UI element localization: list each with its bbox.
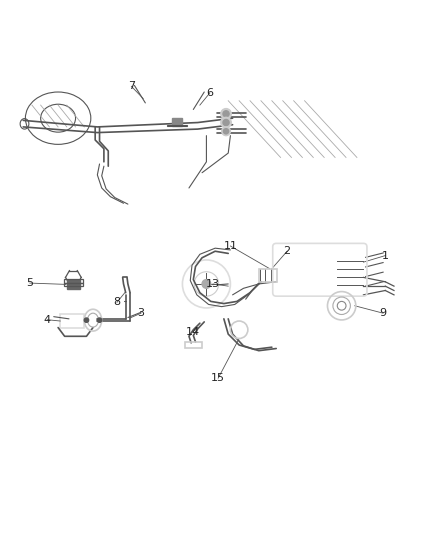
Text: 2: 2 [283,246,290,256]
Bar [184,342,201,348]
Bar [258,269,276,282]
Circle shape [223,119,229,126]
Circle shape [223,128,228,134]
Text: 1: 1 [381,251,388,261]
Circle shape [201,280,210,288]
Text: 3: 3 [137,308,144,318]
Bar [167,125,186,126]
Bar [171,118,182,126]
Text: 13: 13 [205,279,219,289]
Bar [60,314,84,328]
Circle shape [97,318,102,322]
Text: 6: 6 [206,88,213,98]
Text: 7: 7 [127,82,134,91]
Circle shape [220,109,231,119]
Text: 8: 8 [113,297,120,307]
Bar [64,282,83,286]
Circle shape [84,318,88,322]
Circle shape [223,111,229,117]
Text: 14: 14 [185,327,199,337]
Text: 9: 9 [379,308,386,318]
Text: 5: 5 [26,278,33,288]
Bar [67,280,80,289]
Text: 4: 4 [43,314,51,325]
Circle shape [220,117,231,128]
Text: 11: 11 [223,241,237,251]
Circle shape [221,127,230,135]
Bar [64,279,83,282]
Text: 15: 15 [211,373,225,383]
